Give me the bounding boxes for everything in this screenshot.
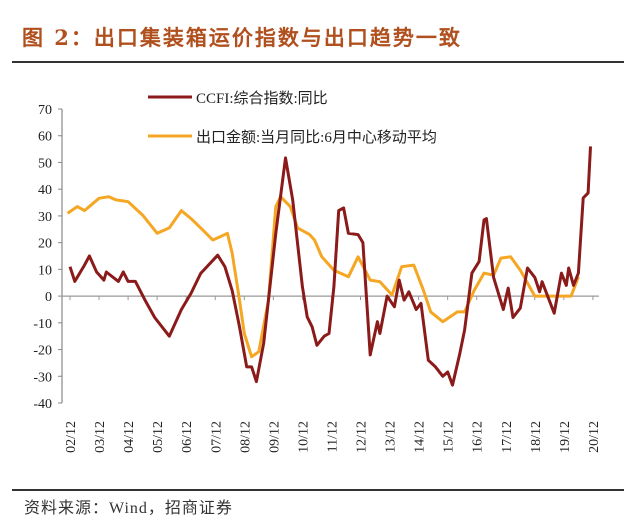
y-tick-label: -40 — [33, 397, 52, 412]
y-tick-label: -20 — [33, 344, 52, 359]
series-line-export — [66, 195, 580, 359]
x-tick-label: 18/12 — [529, 421, 544, 453]
y-tick-label: -10 — [33, 317, 52, 332]
source-note: 资料来源：Wind，招商证券 — [24, 500, 233, 517]
x-tick-label: 14/12 — [413, 421, 428, 453]
y-tick-label: 50 — [38, 156, 52, 171]
y-tick-label: 0 — [45, 290, 52, 305]
x-tick-label: 02/12 — [64, 421, 79, 453]
x-tick-label: 17/12 — [500, 421, 515, 453]
x-tick-label: 11/12 — [325, 421, 340, 452]
x-tick-label: 16/12 — [471, 421, 486, 453]
y-tick-label: 20 — [38, 237, 52, 252]
x-tick-label: 07/12 — [209, 421, 224, 453]
series-line-ccfi — [68, 146, 592, 387]
x-tick-label: 05/12 — [151, 421, 166, 453]
y-tick-label: 10 — [38, 263, 52, 278]
y-tick-label: 40 — [38, 183, 52, 198]
bottom-divider — [12, 489, 624, 491]
legend: CCFI:综合指数:同比 出口金额:当月同比:6月中心移动平均 — [148, 90, 437, 146]
x-tick-label: 12/12 — [355, 421, 370, 453]
legend-label-ccfi: CCFI:综合指数:同比 — [196, 90, 328, 107]
y-tick-label: 70 — [38, 103, 52, 118]
x-tick-label: 09/12 — [267, 421, 282, 453]
figure-title: 图 2：出口集装箱运价指数与出口趋势一致 — [22, 25, 462, 50]
x-tick-label: 08/12 — [238, 421, 253, 453]
x-tick-label: 13/12 — [384, 421, 399, 453]
series-lines — [66, 146, 592, 387]
y-tick-label: 30 — [38, 210, 52, 225]
x-tick-label: 06/12 — [180, 421, 195, 453]
y-tick-label: 60 — [38, 130, 52, 145]
x-tick-label: 19/12 — [558, 421, 573, 453]
x-tick-label: 20/12 — [587, 421, 602, 453]
legend-label-export: 出口金额:当月同比:6月中心移动平均 — [196, 129, 437, 146]
x-tick-label: 04/12 — [122, 421, 137, 453]
x-tick-label: 03/12 — [93, 421, 108, 453]
y-tick-label: -30 — [33, 370, 52, 385]
top-divider — [12, 61, 624, 63]
x-tick-label: 10/12 — [296, 421, 311, 453]
x-tick-label: 15/12 — [442, 421, 457, 453]
